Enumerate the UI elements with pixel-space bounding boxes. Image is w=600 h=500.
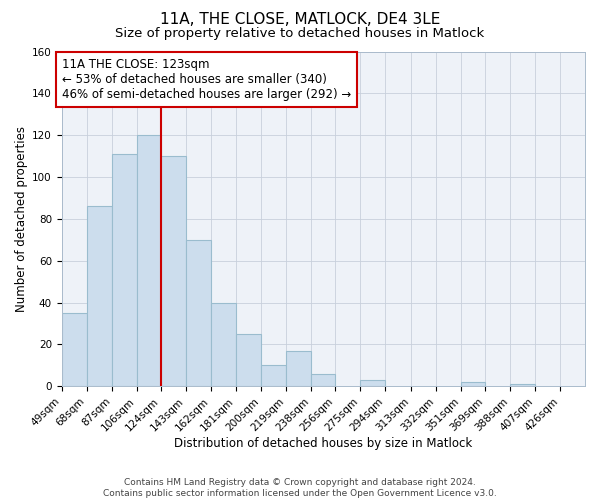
Text: Contains HM Land Registry data © Crown copyright and database right 2024.
Contai: Contains HM Land Registry data © Crown c… bbox=[103, 478, 497, 498]
Bar bbox=[461, 382, 485, 386]
Bar bbox=[236, 334, 261, 386]
Bar bbox=[161, 156, 186, 386]
Bar bbox=[211, 302, 236, 386]
Text: 11A, THE CLOSE, MATLOCK, DE4 3LE: 11A, THE CLOSE, MATLOCK, DE4 3LE bbox=[160, 12, 440, 28]
Bar bbox=[186, 240, 211, 386]
Bar bbox=[62, 313, 87, 386]
Text: Size of property relative to detached houses in Matlock: Size of property relative to detached ho… bbox=[115, 28, 485, 40]
Bar bbox=[87, 206, 112, 386]
Y-axis label: Number of detached properties: Number of detached properties bbox=[15, 126, 28, 312]
Bar bbox=[286, 350, 311, 386]
X-axis label: Distribution of detached houses by size in Matlock: Distribution of detached houses by size … bbox=[174, 437, 472, 450]
Bar bbox=[361, 380, 385, 386]
Bar bbox=[509, 384, 535, 386]
Bar bbox=[261, 366, 286, 386]
Bar bbox=[112, 154, 137, 386]
Text: 11A THE CLOSE: 123sqm
← 53% of detached houses are smaller (340)
46% of semi-det: 11A THE CLOSE: 123sqm ← 53% of detached … bbox=[62, 58, 351, 101]
Bar bbox=[137, 135, 161, 386]
Bar bbox=[311, 374, 335, 386]
